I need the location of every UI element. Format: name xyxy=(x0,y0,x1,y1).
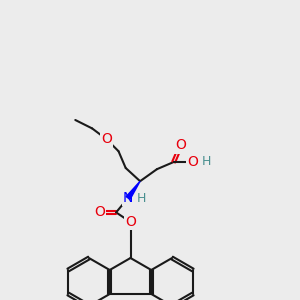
Polygon shape xyxy=(126,181,140,200)
Text: O: O xyxy=(101,132,112,146)
Text: O: O xyxy=(188,155,198,169)
Text: N: N xyxy=(123,191,133,205)
Text: H: H xyxy=(136,191,146,205)
Text: H: H xyxy=(201,155,211,169)
Text: O: O xyxy=(94,206,105,219)
Text: O: O xyxy=(125,215,136,229)
Text: O: O xyxy=(176,138,186,152)
